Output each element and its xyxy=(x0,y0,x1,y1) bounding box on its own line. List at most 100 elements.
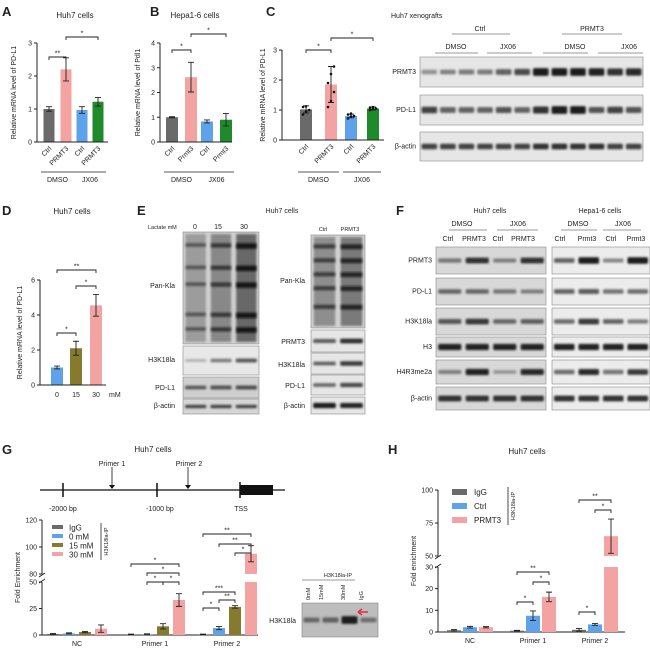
band xyxy=(520,343,544,351)
y-tick-label: 2 xyxy=(273,78,277,85)
blot-er-actin xyxy=(310,396,366,415)
band xyxy=(185,243,206,247)
blot-row-label: PD-L1 xyxy=(155,385,175,392)
band xyxy=(602,369,624,375)
band xyxy=(514,143,531,150)
band xyxy=(185,265,206,270)
significance-bracket xyxy=(130,563,180,567)
y-tick-label: 1 xyxy=(151,115,155,122)
y-tick-label: 6 xyxy=(31,278,35,285)
lane-ctrl: Ctrl xyxy=(319,227,328,233)
y-axis-label: Relative mRNA level of PD-L1 xyxy=(11,46,18,139)
error-bar xyxy=(204,119,210,124)
blot-f-hepa-2 xyxy=(551,307,650,336)
band xyxy=(185,359,207,362)
band xyxy=(578,343,600,351)
y-tick-label: 0 xyxy=(31,383,35,390)
blot-row-label: Pan-Kla xyxy=(150,283,175,290)
band xyxy=(440,143,456,150)
group-label: DMSO xyxy=(171,177,193,184)
panel-letter-b: B xyxy=(150,4,159,19)
band xyxy=(421,106,438,114)
blot-f-lane-label: PRMT3 xyxy=(462,236,486,243)
significance-label: * xyxy=(65,327,68,334)
band xyxy=(570,143,586,150)
legend-swatch xyxy=(452,489,467,495)
bar xyxy=(173,600,185,635)
bar xyxy=(201,121,213,142)
panel-letter-a: A xyxy=(2,4,12,19)
error-bar xyxy=(592,623,598,626)
data-point xyxy=(329,72,333,76)
x-tick-label: Primer 1 xyxy=(520,638,547,645)
band xyxy=(210,385,232,390)
smear xyxy=(185,234,206,342)
y-tick-label: 0 xyxy=(28,140,32,147)
band xyxy=(532,68,549,76)
band xyxy=(627,343,649,351)
error-bar xyxy=(128,633,134,636)
data-point xyxy=(329,99,333,103)
band xyxy=(313,402,336,409)
legend-swatch xyxy=(52,543,63,547)
significance-bracket xyxy=(75,285,97,289)
blot-f-lane-label: Ctrl xyxy=(493,236,504,243)
band xyxy=(553,395,575,402)
y-tick-label: 2 xyxy=(28,74,32,81)
significance-bracket xyxy=(218,599,236,603)
legend-group-label: H3K18la-IP xyxy=(511,492,517,520)
significance-label: * xyxy=(81,31,84,38)
blot-frame xyxy=(435,386,547,411)
significance-bracket xyxy=(202,533,252,537)
error-bar xyxy=(50,632,56,635)
band xyxy=(185,404,207,409)
blot-c-group-ctrl: Ctrl xyxy=(475,26,486,33)
band xyxy=(340,286,363,292)
error-bar xyxy=(95,97,101,107)
blot-f-huh7-3 xyxy=(435,336,547,358)
data-point xyxy=(307,108,311,112)
band xyxy=(602,289,624,294)
bar xyxy=(345,116,357,140)
y-tick-label: 75 xyxy=(425,521,433,528)
y-tick-label: 0 xyxy=(273,138,277,145)
significance-bracket xyxy=(56,269,97,273)
blot-e-title: Huh7 cells xyxy=(266,208,299,215)
band xyxy=(551,143,568,150)
band xyxy=(495,143,512,150)
bar-upper xyxy=(245,553,257,574)
band xyxy=(514,68,531,76)
x-tick-label: NC xyxy=(72,641,82,648)
x-unit-label: mM xyxy=(109,392,121,399)
blot-row-label: PRMT3 xyxy=(281,339,305,346)
band xyxy=(627,257,649,264)
error-bar xyxy=(82,630,88,634)
band xyxy=(340,272,363,278)
significance-bracket xyxy=(48,56,67,60)
data-point xyxy=(352,114,356,118)
y-tick-label: 80 xyxy=(29,572,37,579)
bar xyxy=(51,367,63,385)
significance-label: * xyxy=(540,576,543,583)
y-tick-label: 1 xyxy=(28,107,32,114)
band xyxy=(493,395,517,402)
y-tick-label: 3 xyxy=(151,65,155,72)
blot-f-lane-label: Ctrl xyxy=(443,236,454,243)
blot-row-label: β-actin xyxy=(395,144,416,151)
band xyxy=(514,107,531,113)
error-bar xyxy=(608,518,614,554)
band xyxy=(313,383,336,387)
band xyxy=(520,369,544,375)
blots-layer: PRMT3 PD-L1 β-actin Pan-Kla H3K18la PD-L1 β-ac… xyxy=(148,56,650,638)
band xyxy=(553,319,575,324)
error-bar xyxy=(144,633,150,635)
blot-f-huh7-1 xyxy=(435,277,547,306)
blot-g-lane-label: 15mM xyxy=(319,584,325,600)
band xyxy=(210,358,232,363)
axis-break-mark xyxy=(434,554,442,569)
band xyxy=(588,143,605,150)
blot-frame xyxy=(310,352,366,375)
band xyxy=(465,257,489,264)
diagram-title: Huh7 cells xyxy=(134,445,171,454)
